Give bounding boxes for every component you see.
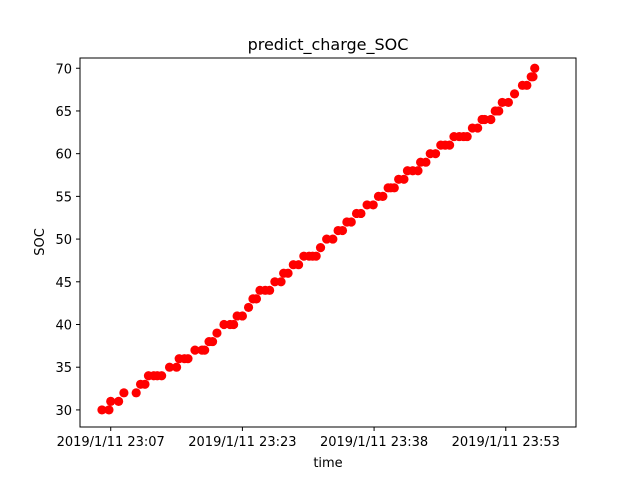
data-point — [486, 114, 496, 125]
data-point — [293, 260, 304, 270]
y-tick-label: 55 — [55, 190, 72, 205]
data-point — [315, 243, 326, 253]
data-point — [283, 268, 293, 278]
data-point — [164, 362, 175, 372]
data-point — [276, 277, 286, 287]
x-tick-label: 2019/1/11 23:23 — [188, 435, 296, 450]
data-point — [528, 72, 538, 82]
data-point — [311, 251, 321, 261]
data-point — [399, 174, 409, 184]
x-axis: 2019/1/11 23:07 2019/1/11 23:23 2019/1/11 … — [57, 427, 560, 450]
data-point — [522, 80, 532, 90]
x-tick-label: 2019/1/11 23:53 — [452, 435, 560, 450]
data-point — [251, 294, 262, 304]
data-point — [157, 371, 167, 381]
data-points — [97, 63, 540, 415]
y-tick-label: 30 — [55, 404, 72, 419]
data-point — [183, 354, 193, 364]
y-tick-label: 40 — [55, 319, 72, 334]
data-point — [207, 336, 218, 347]
data-point — [212, 328, 222, 338]
data-point — [337, 225, 348, 236]
data-point — [265, 285, 275, 295]
data-point — [106, 396, 116, 406]
data-point — [421, 157, 431, 167]
y-axis: 30 35 40 45 50 55 60 65 70 — [55, 62, 80, 419]
data-point — [503, 97, 514, 108]
chart-title: predict_charge_SOC — [248, 35, 409, 55]
y-tick-label: 45 — [55, 276, 72, 291]
data-point — [114, 396, 124, 406]
data-point — [171, 362, 182, 372]
data-point — [140, 379, 150, 389]
data-point — [462, 131, 472, 142]
data-point — [119, 388, 129, 398]
data-point — [346, 217, 356, 227]
data-point — [494, 106, 504, 116]
data-point — [378, 191, 388, 201]
data-point — [328, 234, 338, 244]
y-tick-label: 65 — [55, 105, 72, 120]
data-point — [229, 319, 239, 330]
data-point — [243, 302, 254, 313]
y-tick-label: 35 — [55, 361, 72, 376]
data-point — [190, 345, 200, 355]
data-point — [131, 388, 141, 398]
data-point — [413, 166, 423, 176]
x-axis-label: time — [313, 456, 342, 471]
y-tick-label: 50 — [55, 233, 72, 248]
data-point — [530, 63, 540, 73]
data-point — [509, 89, 520, 99]
data-point — [97, 405, 107, 415]
data-point — [389, 183, 399, 193]
plot-frame — [79, 57, 577, 428]
data-point — [444, 140, 455, 150]
data-point — [368, 200, 378, 210]
data-point — [356, 208, 366, 219]
y-tick-label: 60 — [55, 148, 72, 163]
y-axis-label: SOC — [33, 228, 48, 256]
data-point — [473, 123, 483, 133]
data-point — [200, 345, 210, 355]
x-tick-label: 2019/1/11 23:38 — [320, 435, 428, 450]
x-tick-label: 2019/1/11 23:07 — [57, 435, 165, 450]
data-point — [237, 311, 248, 321]
y-tick-label: 70 — [55, 62, 72, 77]
data-point — [104, 405, 114, 415]
data-point — [430, 149, 441, 159]
